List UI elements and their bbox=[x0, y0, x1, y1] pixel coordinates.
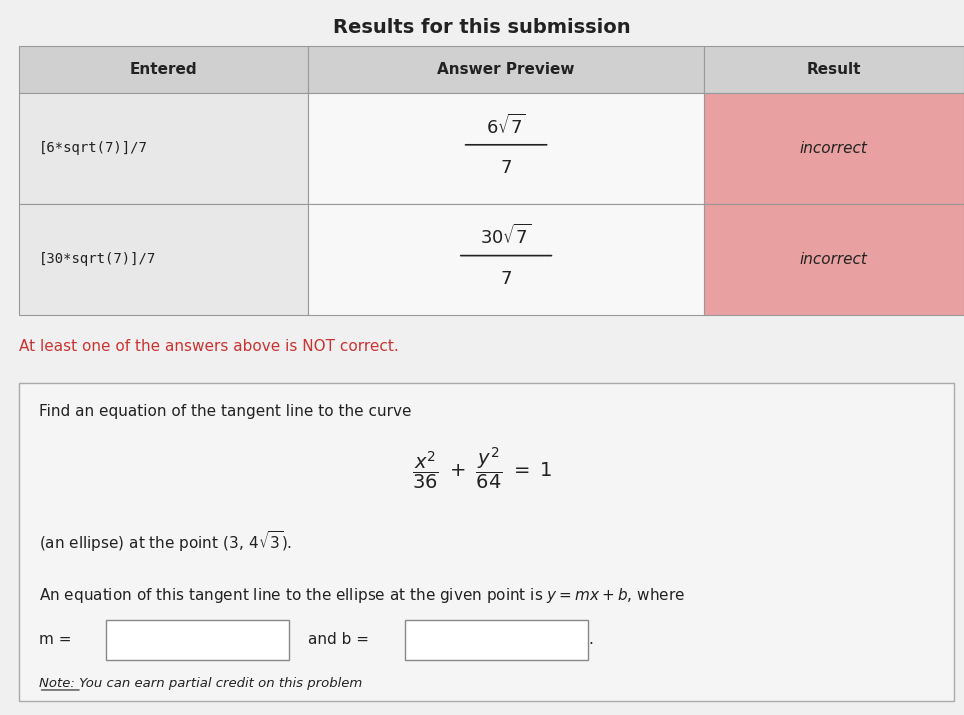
Text: At least one of the answers above is NOT correct.: At least one of the answers above is NOT… bbox=[19, 340, 399, 354]
Bar bbox=[704, 93, 964, 204]
Bar bbox=[308, 93, 704, 204]
Text: [30*sqrt(7)]/7: [30*sqrt(7)]/7 bbox=[39, 252, 156, 266]
Bar bbox=[405, 620, 588, 660]
Bar bbox=[704, 204, 964, 315]
Text: Answer Preview: Answer Preview bbox=[438, 62, 575, 77]
Text: Results for this submission: Results for this submission bbox=[334, 18, 630, 37]
Text: .: . bbox=[588, 633, 593, 647]
Text: (an ellipse) at the point $(3,\, 4\sqrt{3})$.: (an ellipse) at the point $(3,\, 4\sqrt{… bbox=[39, 529, 292, 554]
Text: m =: m = bbox=[39, 633, 71, 647]
Text: Find an equation of the tangent line to the curve: Find an equation of the tangent line to … bbox=[39, 404, 411, 419]
Text: $30\sqrt{7}$: $30\sqrt{7}$ bbox=[480, 225, 532, 248]
Text: Result: Result bbox=[807, 62, 861, 77]
Bar bbox=[704, 46, 964, 93]
Text: and b =: and b = bbox=[308, 633, 369, 647]
Bar bbox=[19, 46, 308, 93]
Bar bbox=[308, 204, 704, 315]
Text: Note: You can earn partial credit on this problem: Note: You can earn partial credit on thi… bbox=[39, 677, 362, 690]
Text: 7: 7 bbox=[500, 270, 512, 288]
Text: [6*sqrt(7)]/7: [6*sqrt(7)]/7 bbox=[39, 142, 147, 155]
Text: Entered: Entered bbox=[130, 62, 198, 77]
Bar bbox=[308, 46, 704, 93]
Text: $6\sqrt{7}$: $6\sqrt{7}$ bbox=[486, 114, 526, 137]
Text: incorrect: incorrect bbox=[800, 141, 868, 156]
Text: An equation of this tangent line to the ellipse at the given point is $y = mx + : An equation of this tangent line to the … bbox=[39, 586, 684, 606]
Text: incorrect: incorrect bbox=[800, 252, 868, 267]
Text: $\dfrac{x^2}{36}\ +\ \dfrac{y^2}{64}\ =\ 1$: $\dfrac{x^2}{36}\ +\ \dfrac{y^2}{64}\ =\… bbox=[412, 445, 552, 491]
Bar bbox=[19, 383, 954, 701]
Bar bbox=[19, 93, 308, 204]
Bar bbox=[19, 204, 308, 315]
Bar bbox=[106, 620, 289, 660]
Text: 7: 7 bbox=[500, 159, 512, 177]
